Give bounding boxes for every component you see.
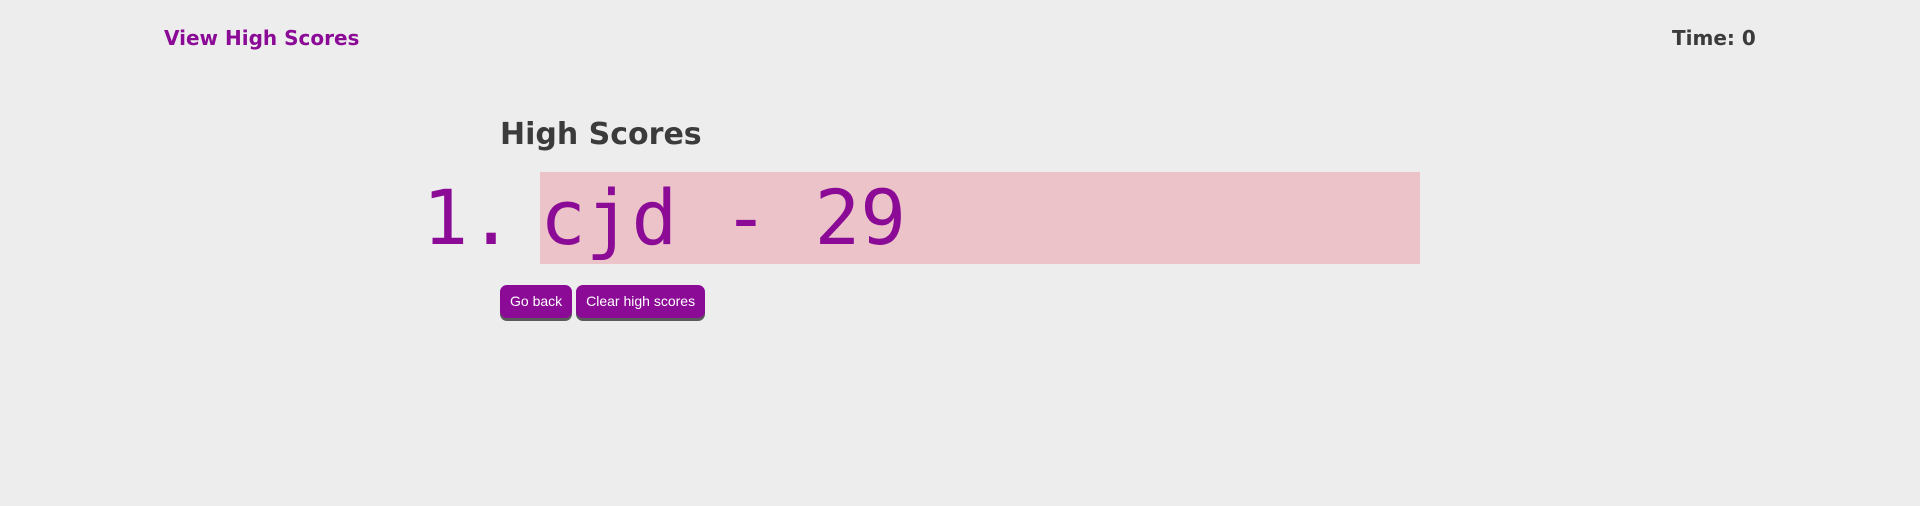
page-title: High Scores	[500, 117, 702, 152]
timer-display: Time: 0	[1672, 26, 1756, 50]
score-rank: 1.	[422, 173, 514, 262]
score-text: cjd - 29	[540, 173, 907, 262]
action-buttons: Go back Clear high scores	[500, 285, 706, 318]
high-scores-list: 1. cjd - 29	[422, 172, 1420, 264]
go-back-button[interactable]: Go back	[500, 285, 573, 318]
high-score-entry: 1. cjd - 29	[422, 172, 1420, 264]
view-high-scores-link[interactable]: View High Scores	[164, 26, 360, 50]
clear-high-scores-button[interactable]: Clear high scores	[576, 285, 706, 318]
